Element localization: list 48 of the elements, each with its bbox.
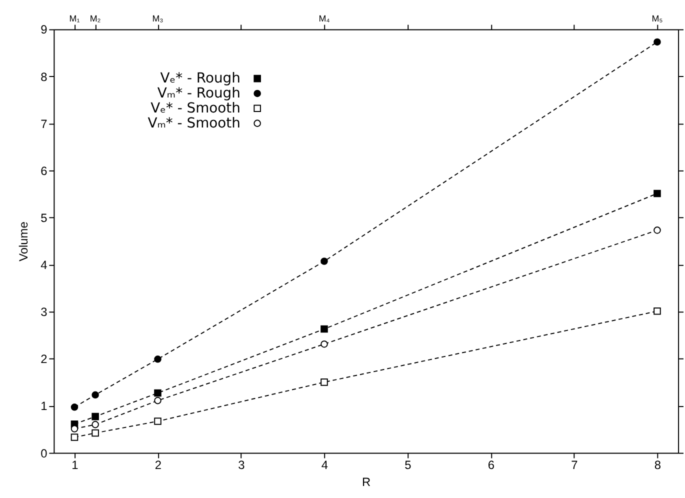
y-tick-label: 3 — [40, 305, 48, 320]
x-tick-label: 7 — [571, 458, 578, 472]
y-tick-label: 5 — [40, 210, 48, 225]
x-tick-label: 8 — [654, 458, 662, 472]
y-tick-label: 8 — [40, 70, 48, 84]
text: M₃ — [152, 13, 164, 24]
text: M₄ — [318, 13, 330, 24]
x-axis-title: R — [362, 475, 372, 490]
y-tick-label: 0 — [40, 446, 48, 460]
point — [92, 420, 99, 428]
y-tick-label: 4 — [40, 258, 48, 272]
point — [154, 396, 162, 404]
point — [92, 391, 99, 399]
point — [320, 325, 328, 333]
x-tick-label: 2 — [154, 458, 162, 472]
x-tick-label: 4 — [321, 458, 328, 472]
y-axis-title: Volume — [16, 221, 31, 262]
x-tick-label: 6 — [488, 458, 495, 472]
point — [320, 378, 328, 386]
x-tick-label: 3 — [238, 458, 246, 472]
point — [70, 425, 78, 432]
y-tick-label: 1 — [40, 399, 48, 414]
text: M₂ — [90, 13, 102, 24]
legend-label: Vₘ* - Smooth — [148, 115, 240, 132]
point — [654, 190, 661, 198]
point — [654, 226, 661, 234]
legend-label: Vₑ* - Rough — [160, 70, 240, 87]
y-tick-label: 7 — [40, 116, 48, 131]
y-tick-label: 9 — [40, 22, 48, 37]
legend-label: Vₘ* - Rough — [157, 85, 240, 102]
point — [654, 38, 661, 46]
point — [154, 389, 162, 397]
y-tick-label: 2 — [40, 352, 48, 366]
point — [70, 404, 78, 411]
point — [92, 412, 99, 420]
x-tick-label: 1 — [72, 458, 79, 472]
point — [154, 418, 162, 425]
point — [320, 258, 328, 265]
point — [92, 429, 99, 437]
x-tick-label: 5 — [404, 458, 412, 472]
point — [70, 434, 78, 441]
point — [320, 340, 328, 348]
legend-label: Vₑ* - Smooth — [150, 100, 240, 116]
text: M₅ — [652, 13, 664, 24]
point — [654, 308, 661, 315]
text: M₁ — [69, 13, 80, 24]
point — [154, 356, 162, 363]
y-tick-label: 6 — [40, 164, 48, 178]
